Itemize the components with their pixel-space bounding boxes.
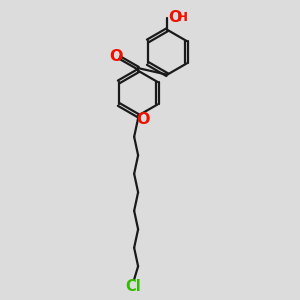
Text: O: O — [110, 50, 123, 64]
Text: H: H — [177, 11, 188, 24]
Text: O: O — [168, 10, 181, 25]
Text: O: O — [136, 112, 150, 127]
Text: Cl: Cl — [126, 279, 142, 294]
